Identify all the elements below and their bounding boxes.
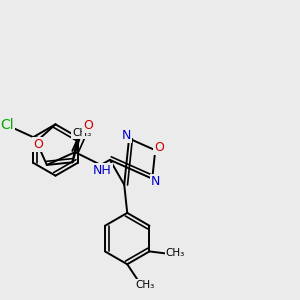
Text: N: N [151, 175, 160, 188]
Text: O: O [154, 141, 164, 154]
Text: Cl: Cl [0, 118, 14, 132]
Text: O: O [83, 119, 93, 132]
Text: CH₃: CH₃ [135, 280, 154, 290]
Text: CH₃: CH₃ [166, 248, 185, 258]
Text: N: N [122, 129, 131, 142]
Text: NH: NH [93, 164, 112, 177]
Text: CH₃: CH₃ [72, 128, 91, 138]
Text: O: O [33, 138, 43, 151]
